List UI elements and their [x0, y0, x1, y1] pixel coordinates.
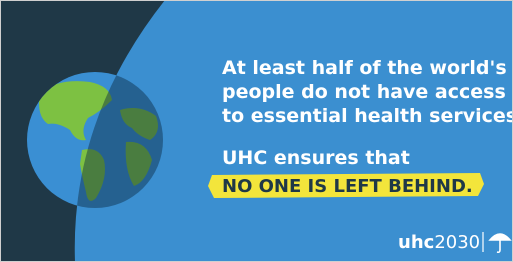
message-line: people do not have access	[222, 81, 506, 103]
logo-year: 2030	[434, 232, 480, 253]
logo: uhc2030	[398, 232, 480, 253]
banner: At least half of the world's people do n…	[0, 0, 513, 262]
message-line: to essential health services.	[222, 105, 513, 127]
highlight-text: NO ONE IS LEFT BEHIND.	[222, 176, 473, 197]
lead-text: UHC ensures that	[222, 147, 410, 169]
logo-name: uhc	[398, 232, 434, 253]
message-line: At least half of the world's	[222, 57, 507, 79]
